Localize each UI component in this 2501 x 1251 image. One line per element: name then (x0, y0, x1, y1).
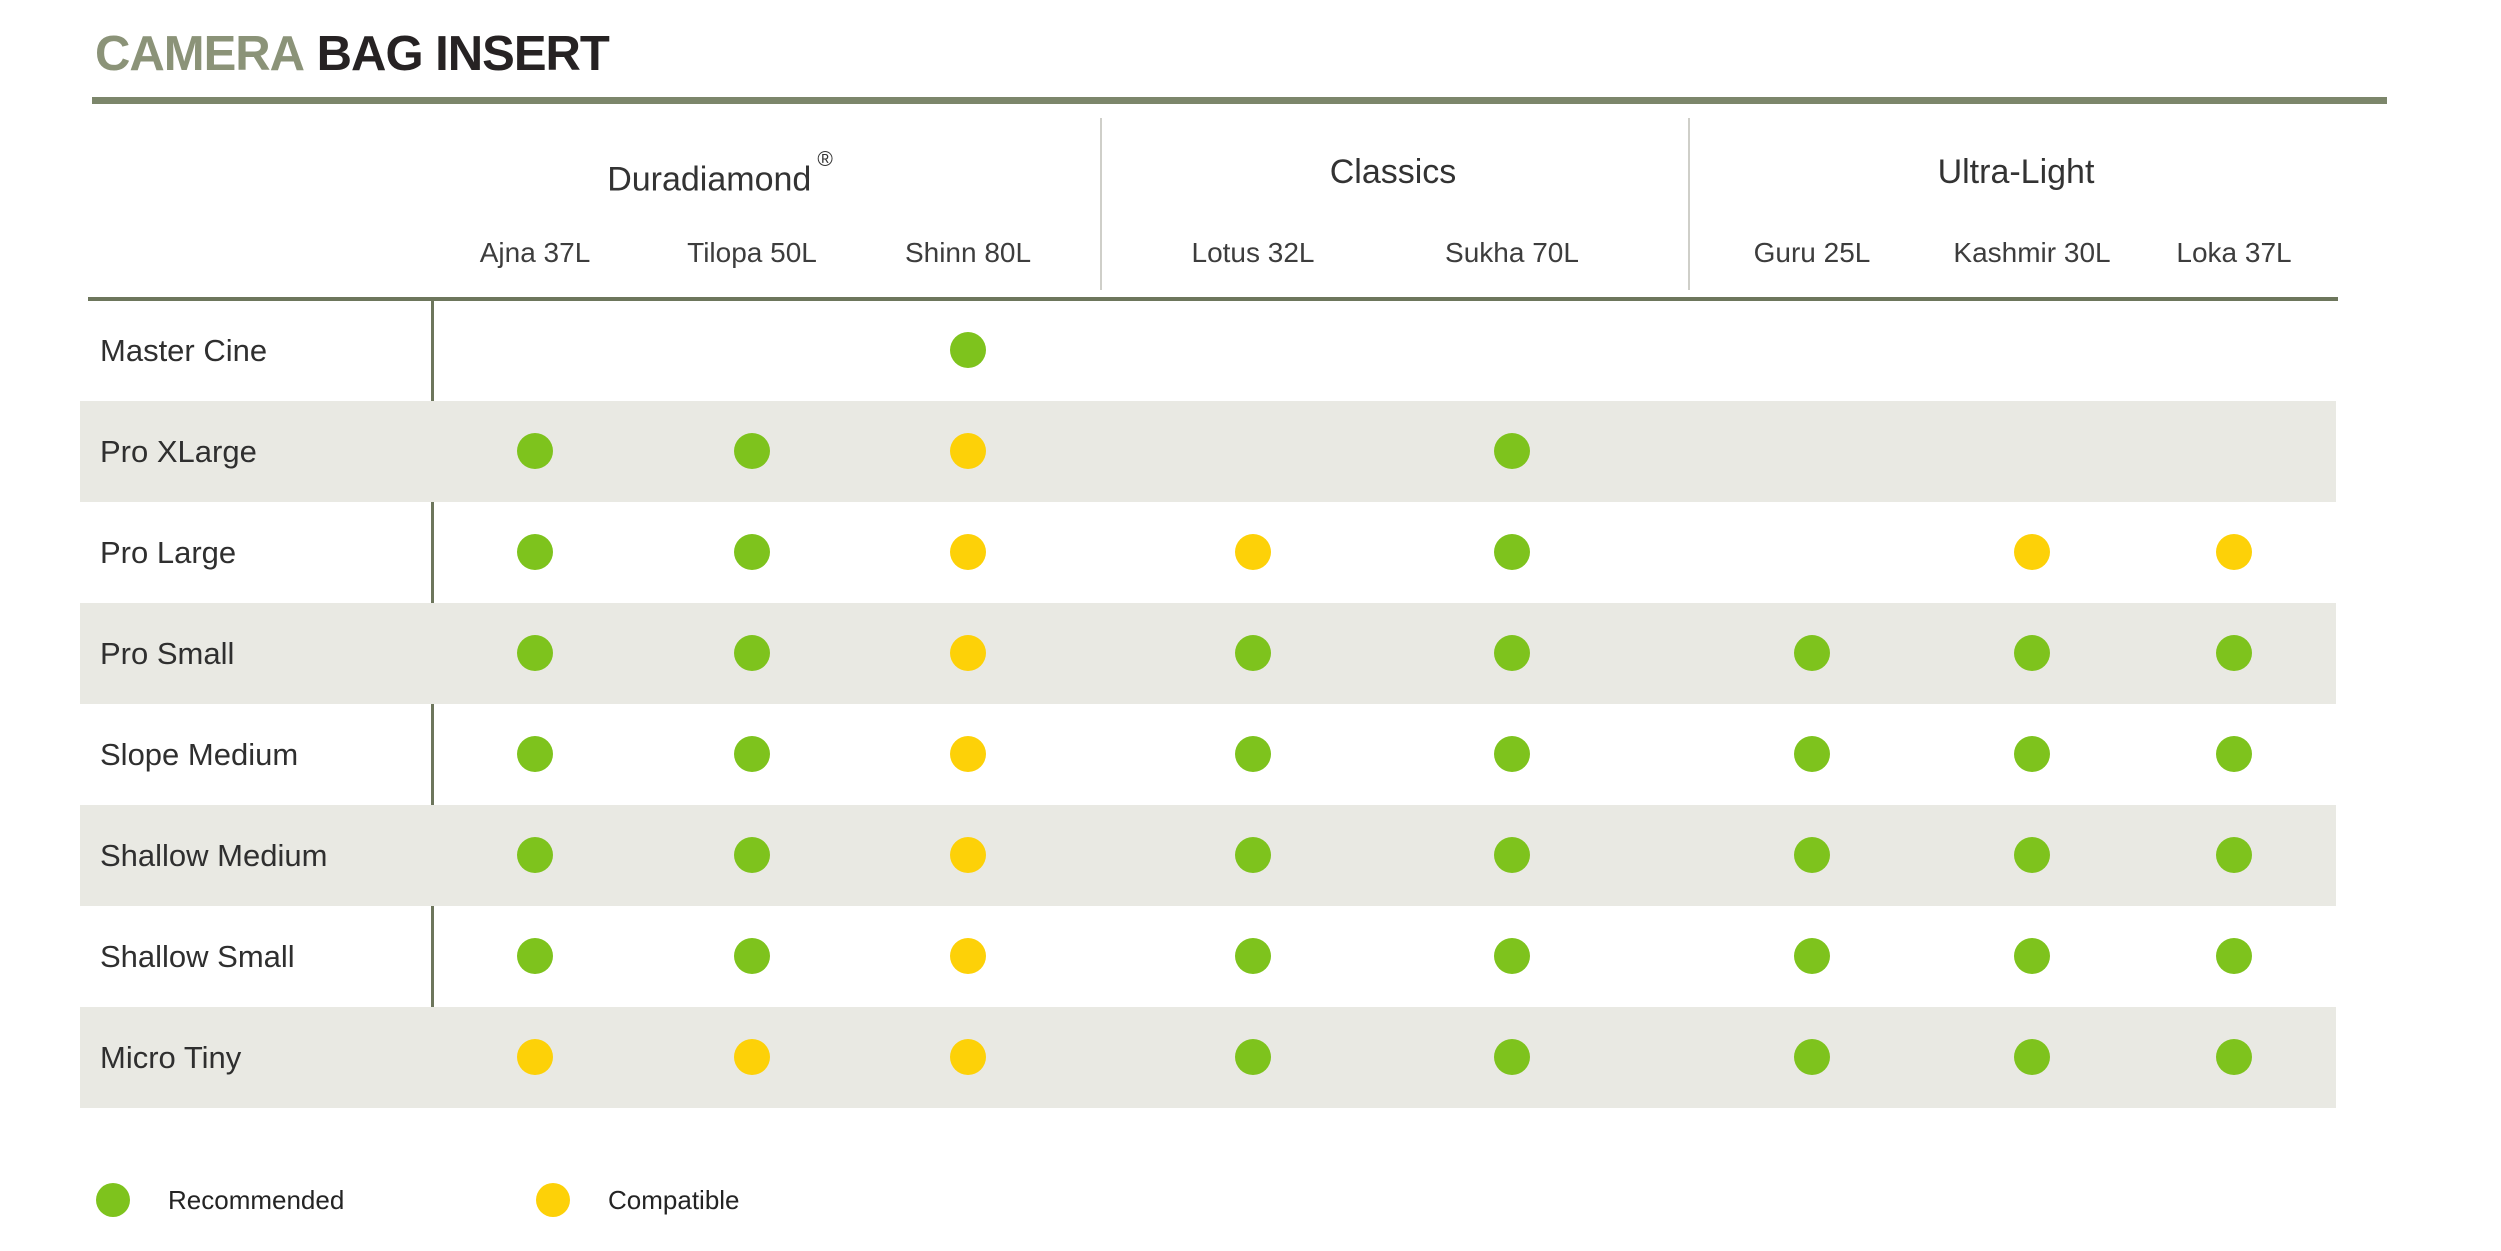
compatibility-dot (1794, 1039, 1830, 1075)
compatibility-dot (734, 433, 770, 469)
compatibility-dot (734, 1039, 770, 1075)
compatibility-dot (2216, 837, 2252, 873)
compatibility-dot (734, 837, 770, 873)
table-row: Slope Medium (80, 704, 2336, 805)
table-row: Master Cine (80, 300, 2336, 401)
compatibility-dot (517, 534, 553, 570)
table-row: Pro Small (80, 603, 2336, 704)
column-group-label: Ultra-Light (1937, 153, 2095, 191)
compatibility-dot (734, 736, 770, 772)
compatibility-dot (2014, 837, 2050, 873)
compatibility-dot (1494, 837, 1530, 873)
compatibility-dot (1235, 736, 1271, 772)
compatibility-dot (950, 736, 986, 772)
compatibility-dot (1235, 938, 1271, 974)
row-label: Pro Large (100, 535, 237, 570)
compatibility-dot (1235, 534, 1271, 570)
legend-dot (96, 1183, 130, 1217)
compatibility-dot (950, 635, 986, 671)
table-row: Pro XLarge (80, 401, 2336, 502)
title-rest: BAG INSERT (316, 27, 610, 81)
column-header: Tilopa 50L (687, 237, 817, 268)
title-accent: CAMERA (95, 27, 305, 81)
compatibility-dot (1794, 635, 1830, 671)
compatibility-dot (2014, 534, 2050, 570)
legend: Recommended Compatible (0, 1178, 2501, 1222)
compatibility-dot (2014, 938, 2050, 974)
compatibility-dot (950, 938, 986, 974)
legend-label: Compatible (608, 1184, 740, 1215)
compatibility-dot (517, 1039, 553, 1075)
compatibility-dot (2216, 534, 2252, 570)
compatibility-dot (1494, 736, 1530, 772)
column-header: Shinn 80L (904, 237, 1032, 268)
compatibility-dot (734, 635, 770, 671)
column-header: Guru 25L (1753, 237, 1871, 268)
compatibility-dot (950, 1039, 986, 1075)
compatibility-dot (1235, 635, 1271, 671)
compatibility-dot (950, 837, 986, 873)
legend-label: Recommended (168, 1184, 345, 1215)
row-label: Shallow Small (100, 939, 295, 974)
row-label: Shallow Medium (100, 838, 328, 873)
compatibility-dot (2014, 1039, 2050, 1075)
compatibility-dot (1494, 534, 1530, 570)
legend-item: Recommended (96, 1178, 344, 1222)
column-header: Loka 37L (2176, 237, 2292, 268)
row-label: Pro Small (100, 636, 235, 671)
compatibility-dot (1494, 1039, 1530, 1075)
compatibility-dot (2216, 938, 2252, 974)
compatibility-dot (734, 534, 770, 570)
title-rule (92, 97, 2387, 104)
group-divider (1688, 118, 1690, 290)
compatibility-dot (517, 736, 553, 772)
column-group-label: Duradiamond® (607, 148, 833, 199)
column-group-label: Classics (1329, 153, 1457, 191)
table-row: Shallow Small (80, 906, 2336, 1007)
compatibility-dot (517, 433, 553, 469)
compatibility-dot (950, 534, 986, 570)
compatibility-dot (1235, 1039, 1271, 1075)
compatibility-dot (1794, 938, 1830, 974)
page-title: CAMERA BAG INSERT (95, 26, 610, 82)
column-header: Ajna 37L (479, 237, 591, 268)
compatibility-dot (1794, 837, 1830, 873)
compatibility-dot (734, 938, 770, 974)
compatibility-dot (1235, 837, 1271, 873)
compatibility-dot (1494, 433, 1530, 469)
row-label-divider (431, 300, 434, 1108)
table-row: Shallow Medium (80, 805, 2336, 906)
compatibility-dot (950, 433, 986, 469)
column-header: Lotus 32L (1191, 237, 1315, 268)
legend-dot (536, 1183, 570, 1217)
column-header: Sukha 70L (1445, 237, 1579, 268)
row-label: Micro Tiny (100, 1040, 242, 1075)
registered-mark: ® (817, 148, 833, 171)
compatibility-dot (517, 938, 553, 974)
compatibility-dot (2014, 635, 2050, 671)
compatibility-dot (2216, 635, 2252, 671)
compatibility-dot (2216, 1039, 2252, 1075)
compatibility-dot (517, 635, 553, 671)
compatibility-dot (950, 332, 986, 368)
compatibility-dot (1494, 635, 1530, 671)
compatibility-dot (1494, 938, 1530, 974)
table-row: Micro Tiny (80, 1007, 2336, 1108)
compatibility-dot (517, 837, 553, 873)
compatibility-dot (2014, 736, 2050, 772)
group-divider (1100, 118, 1102, 290)
row-label: Master Cine (100, 333, 268, 368)
header-rule (88, 297, 2338, 301)
compatibility-dot (2216, 736, 2252, 772)
column-header: Kashmir 30L (1953, 237, 2111, 268)
compatibility-dot (1794, 736, 1830, 772)
row-label: Pro XLarge (100, 434, 257, 469)
table-row: Pro Large (80, 502, 2336, 603)
legend-item: Compatible (536, 1178, 740, 1222)
row-label: Slope Medium (100, 737, 299, 772)
